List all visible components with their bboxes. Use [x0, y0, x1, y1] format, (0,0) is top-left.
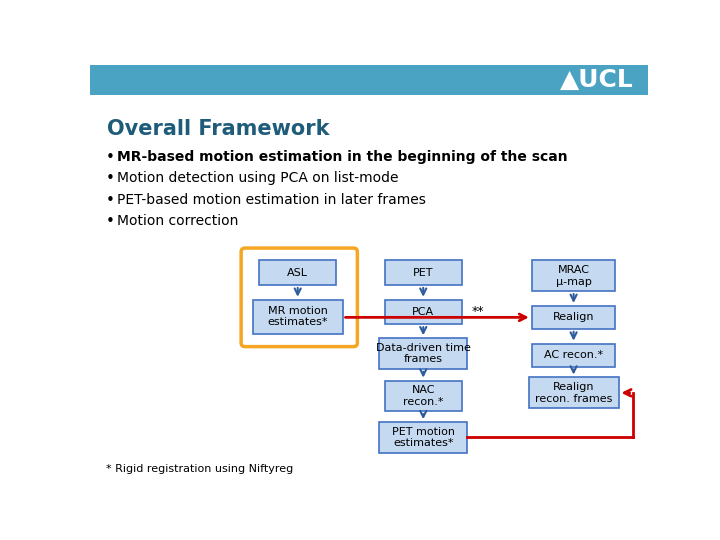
- Text: MRAC
μ-map: MRAC μ-map: [556, 265, 592, 287]
- Text: Overall Framework: Overall Framework: [107, 119, 330, 139]
- FancyBboxPatch shape: [384, 300, 462, 325]
- FancyBboxPatch shape: [259, 260, 336, 285]
- FancyBboxPatch shape: [384, 260, 462, 285]
- Text: Realign
recon. frames: Realign recon. frames: [535, 382, 612, 403]
- Text: PET: PET: [413, 268, 433, 278]
- Text: •: •: [106, 214, 114, 229]
- FancyBboxPatch shape: [384, 381, 462, 411]
- FancyBboxPatch shape: [532, 343, 616, 367]
- Text: Motion detection using PCA on list-mode: Motion detection using PCA on list-mode: [117, 171, 399, 185]
- Text: •: •: [106, 150, 114, 165]
- Text: NAC
recon.*: NAC recon.*: [403, 385, 444, 407]
- Text: PET motion
estimates*: PET motion estimates*: [392, 427, 455, 448]
- FancyBboxPatch shape: [379, 338, 467, 369]
- Bar: [90, 65, 648, 94]
- FancyBboxPatch shape: [379, 422, 467, 453]
- Text: * Rigid registration using Niftyreg: * Rigid registration using Niftyreg: [106, 464, 293, 474]
- Text: Data-driven time
frames: Data-driven time frames: [376, 343, 471, 364]
- Text: •: •: [106, 193, 114, 207]
- Text: PET-based motion estimation in later frames: PET-based motion estimation in later fra…: [117, 193, 426, 207]
- Text: AC recon.*: AC recon.*: [544, 350, 603, 360]
- Text: Realign: Realign: [553, 312, 594, 322]
- FancyBboxPatch shape: [532, 260, 616, 291]
- Text: Motion correction: Motion correction: [117, 214, 238, 228]
- Text: MR-based motion estimation in the beginning of the scan: MR-based motion estimation in the beginn…: [117, 150, 568, 164]
- Text: ASL: ASL: [287, 268, 308, 278]
- Text: ▲UCL: ▲UCL: [560, 68, 634, 92]
- FancyBboxPatch shape: [253, 300, 343, 334]
- FancyBboxPatch shape: [528, 377, 618, 408]
- Text: **: **: [472, 306, 484, 319]
- Text: MR motion
estimates*: MR motion estimates*: [267, 306, 328, 327]
- FancyBboxPatch shape: [532, 306, 616, 329]
- Text: •: •: [106, 171, 114, 186]
- Text: PCA: PCA: [412, 307, 434, 317]
